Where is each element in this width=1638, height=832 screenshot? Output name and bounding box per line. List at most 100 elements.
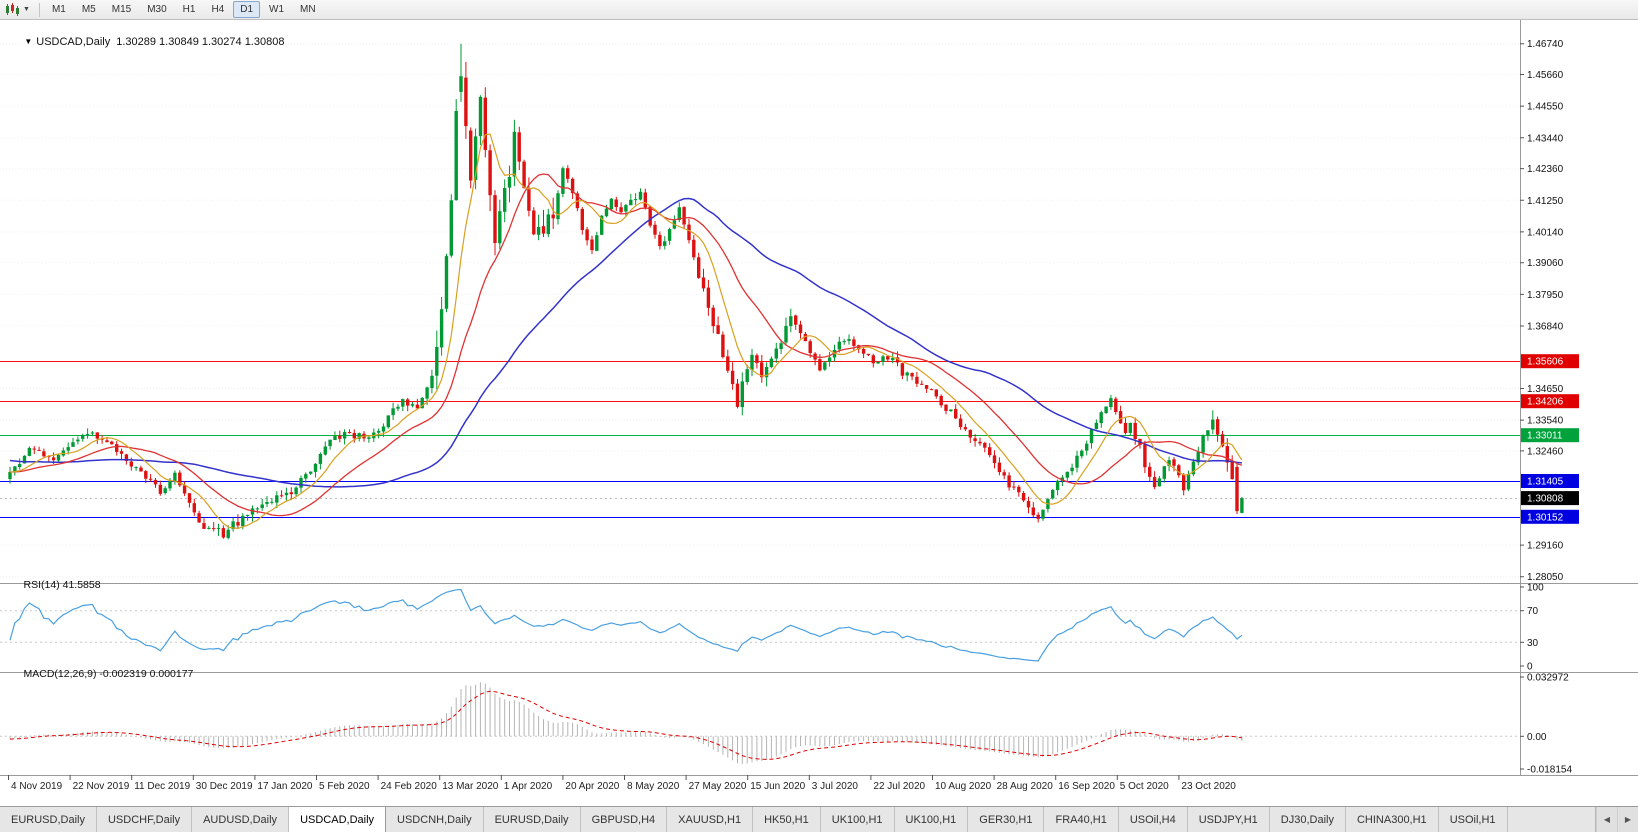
price-axis-label: 1.37950	[1527, 290, 1564, 301]
horizontal-level-lines[interactable]	[0, 361, 1520, 518]
rsi-axis-label: 70	[1527, 606, 1539, 617]
ma-slow-line	[9, 197, 1242, 488]
macd-label: MACD(12,26,9)	[23, 668, 97, 680]
tab-gbpusd-h4[interactable]: GBPUSD,H4	[580, 807, 668, 832]
rsi-value: 41.5858	[62, 579, 101, 591]
chart-background	[0, 20, 1638, 806]
tab-xauusd-h1[interactable]: XAUUSD,H1	[667, 807, 754, 832]
date-axis-label: 20 Apr 2020	[565, 781, 619, 792]
timeframe-h1-button[interactable]: H1	[182, 4, 196, 15]
price-axis-label: 1.33540	[1527, 416, 1564, 427]
tab-usdchf-daily[interactable]: USDCHF,Daily	[96, 807, 193, 832]
price-axis-label: 1.29160	[1527, 541, 1564, 552]
date-axis-label: 10 Aug 2020	[935, 781, 992, 792]
tab-audusd-daily[interactable]: AUDUSD,Daily	[192, 807, 290, 832]
tab-uk100-h1[interactable]: UK100,H1	[820, 807, 895, 832]
macd-values: -0.002319 0.000177	[99, 668, 194, 680]
tab-eurusd-daily[interactable]: EURUSD,Daily	[483, 807, 581, 832]
price-axis-label: 1.43440	[1527, 133, 1564, 144]
resistance-line-label-text: 1.34206	[1527, 397, 1564, 408]
timeframe-m5-button[interactable]: M5	[81, 4, 96, 15]
price-axis-label: 1.46740	[1527, 39, 1564, 50]
rsi-levels	[0, 610, 1520, 643]
date-axis-label: 5 Feb 2020	[319, 781, 370, 792]
date-axis-label: 11 Dec 2019	[134, 781, 190, 792]
support-line-label-text: 1.31405	[1527, 477, 1564, 488]
tab-hk50-h1[interactable]: HK50,H1	[753, 807, 821, 832]
date-axis-label: 24 Feb 2020	[381, 781, 438, 792]
tab-china300-h1[interactable]: CHINA300,H1	[1345, 807, 1439, 832]
tab-usdcnh-daily[interactable]: USDCNH,Daily	[386, 807, 484, 832]
date-axis-label: 22 Jul 2020	[873, 781, 925, 792]
price-axis-label: 1.39060	[1527, 258, 1564, 269]
date-axis-label: 3 Jul 2020	[812, 781, 859, 792]
date-axis-label: 8 May 2020	[627, 781, 680, 792]
tab-eurusd-daily[interactable]: EURUSD,Daily	[0, 807, 97, 832]
date-axis-label: 28 Aug 2020	[997, 781, 1054, 792]
timeframe-m30-button[interactable]: M30	[147, 4, 167, 15]
macd-axis-label: -0.018154	[1527, 765, 1572, 776]
timeframe-h4-button[interactable]: H4	[211, 4, 225, 15]
tab-fra40-h1[interactable]: FRA40,H1	[1044, 807, 1119, 832]
tab-usdcad-daily[interactable]: USDCAD,Daily	[289, 807, 387, 832]
rsi-indicator-title: RSI(14) 41.5858	[6, 567, 101, 603]
date-axis-label: 17 Jan 2020	[257, 781, 312, 792]
tab-usdjpy-h1[interactable]: USDJPY,H1	[1187, 807, 1270, 832]
date-axis-label: 5 Oct 2020	[1120, 781, 1169, 792]
rsi-line	[9, 588, 1243, 662]
date-axis[interactable]: 4 Nov 2019 22 Nov 2019 11 Dec 2019 30 Dec 2…	[8, 775, 1237, 792]
date-axis-label: 16 Sep 2020	[1058, 781, 1115, 792]
macd-histogram	[9, 682, 1243, 764]
chart-tabs: EURUSD,Daily USDCHF,Daily AUDUSD,Daily USDC…	[0, 807, 1595, 832]
price-axis-label: 1.28050	[1527, 572, 1564, 583]
resistance-line-label-text: 1.35606	[1527, 357, 1564, 368]
resistance-line-label	[1521, 354, 1579, 369]
tab-uk100-h1[interactable]: UK100,H1	[894, 807, 969, 832]
chart-title: ▼ USDCAD,Daily 1.30289 1.30849 1.30274 1.3…	[6, 24, 284, 60]
tab-dj30-daily[interactable]: DJ30,Daily	[1269, 807, 1346, 832]
tab-usoil-h4[interactable]: USOil,H4	[1118, 807, 1188, 832]
chart-type-dropdown[interactable]: ▼	[0, 1, 35, 19]
tab-scroll-controls: ◀ ▶	[1595, 807, 1638, 832]
ma-fast-line	[9, 133, 1243, 530]
macd-indicator-title: MACD(12,26,9) -0.002319 0.000177	[6, 656, 194, 692]
price-gridlines	[0, 43, 1520, 578]
date-axis-label: 23 Oct 2020	[1181, 781, 1236, 792]
price-axis-label: 1.34650	[1527, 384, 1564, 395]
date-axis-label: 15 Jun 2020	[750, 781, 805, 792]
resistance-line-label	[1521, 394, 1579, 409]
chart-region[interactable]: 1.46740 1.45660 1.44550 1.43440 1.42360 1.412…	[0, 20, 1638, 806]
timeframe-mn-button[interactable]: MN	[300, 4, 316, 15]
timeframe-w1-button[interactable]: W1	[269, 4, 285, 15]
date-axis-ticks	[8, 775, 1180, 780]
timeframe-toolbar: ▼ M1 M5 M15 M30 H1 H4 D1 W1 MN	[0, 0, 1638, 20]
price-axis-label: 1.45660	[1527, 70, 1564, 81]
timeframe-m1-button[interactable]: M1	[51, 4, 66, 15]
chart-collapse-icon[interactable]: ▼	[24, 37, 33, 46]
tab-scroll-right-icon[interactable]: ▶	[1617, 807, 1638, 832]
tab-ger30-h1[interactable]: GER30,H1	[968, 807, 1045, 832]
rsi-axis-label: 100	[1527, 583, 1544, 594]
date-axis-label: 13 Mar 2020	[442, 781, 499, 792]
tab-usoil-h1[interactable]: USOil,H1	[1438, 807, 1508, 832]
support-line-label	[1521, 509, 1579, 524]
macd-axis-label: 0.00	[1527, 732, 1547, 743]
symbol-period-label: USDCAD,Daily	[36, 36, 111, 48]
price-axis-ticks	[1520, 43, 1524, 578]
date-axis-label: 22 Nov 2019	[73, 781, 130, 792]
timeframe-d1-button[interactable]: D1	[233, 1, 261, 18]
rsi-label: RSI(14)	[23, 579, 60, 591]
rsi-axis-label: 30	[1527, 638, 1539, 649]
tab-scroll-left-icon[interactable]: ◀	[1596, 807, 1617, 832]
price-axis-label: 1.40140	[1527, 227, 1564, 238]
price-axis[interactable]: 1.46740 1.45660 1.44550 1.43440 1.42360 1.412…	[1520, 39, 1579, 583]
date-axis-label: 27 May 2020	[689, 781, 747, 792]
chart-canvas[interactable]: 1.46740 1.45660 1.44550 1.43440 1.42360 1.412…	[0, 20, 1638, 806]
date-axis-label: 4 Nov 2019	[11, 781, 63, 792]
indicator-axes: 100 70 30 00.032972 0.00 -0.018154	[1520, 583, 1572, 776]
candles-layer	[8, 43, 1244, 540]
rsi-axis-label: 0	[1527, 662, 1533, 673]
current-price-label	[1521, 491, 1579, 506]
timeframe-m15-button[interactable]: M15	[111, 4, 132, 15]
